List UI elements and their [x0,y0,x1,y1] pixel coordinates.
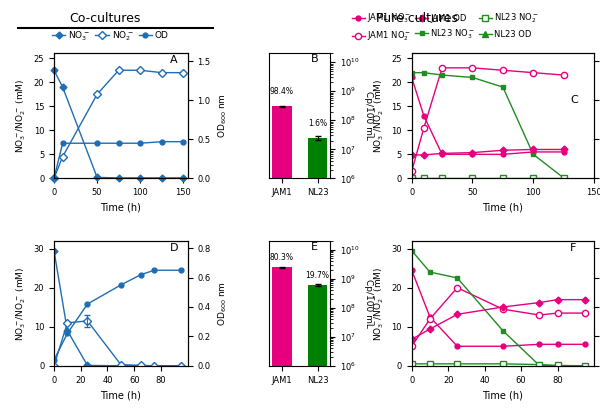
Text: 19.7%: 19.7% [305,271,329,280]
Bar [308,138,328,411]
Text: A: A [170,55,178,65]
Y-axis label: OD$_{600}$ nm: OD$_{600}$ nm [216,281,229,326]
X-axis label: Time (h): Time (h) [100,203,141,212]
Text: E: E [311,242,317,252]
Text: 1.6%: 1.6% [308,119,327,128]
Y-axis label: NO$_3^-$/NO$_2^-$ (mM): NO$_3^-$/NO$_2^-$ (mM) [14,266,28,341]
Text: 80.3%: 80.3% [270,253,294,262]
X-axis label: Time (h): Time (h) [100,390,141,400]
Bar [272,267,292,411]
Text: Pure cultures: Pure cultures [376,12,458,25]
Text: F: F [571,243,577,253]
Legend: JAM1 NO$_3^-$, JAM1 NO$_2^-$, JAM1 OD, NL23 NO$_3^-$, NL23 NO$_2^-$, NL23 OD: JAM1 NO$_3^-$, JAM1 NO$_2^-$, JAM1 OD, N… [352,12,539,43]
Text: 98.4%: 98.4% [270,88,294,97]
Y-axis label: Cp/100 mL: Cp/100 mL [364,279,373,328]
Legend: NO$_3^-$, NO$_2^-$, OD: NO$_3^-$, NO$_2^-$, OD [52,29,169,43]
Y-axis label: NO$_3^-$/NO$_2^-$ (mM): NO$_3^-$/NO$_2^-$ (mM) [373,266,386,341]
Text: B: B [311,54,318,64]
Text: D: D [170,243,179,253]
Y-axis label: OD$_{600}$ nm: OD$_{600}$ nm [216,93,229,139]
Bar [308,285,328,411]
Text: C: C [571,95,578,105]
Y-axis label: NO$_3^-$/NO$_2^-$ (mM): NO$_3^-$/NO$_2^-$ (mM) [15,79,28,153]
X-axis label: Time (h): Time (h) [482,203,523,212]
Bar [272,106,292,411]
Text: Co-cultures: Co-cultures [70,12,140,25]
X-axis label: Time (h): Time (h) [482,390,523,400]
Y-axis label: Cp/100 mL: Cp/100 mL [364,92,373,140]
Y-axis label: NO$_3^-$/NO$_2^-$ (mM): NO$_3^-$/NO$_2^-$ (mM) [373,79,386,153]
